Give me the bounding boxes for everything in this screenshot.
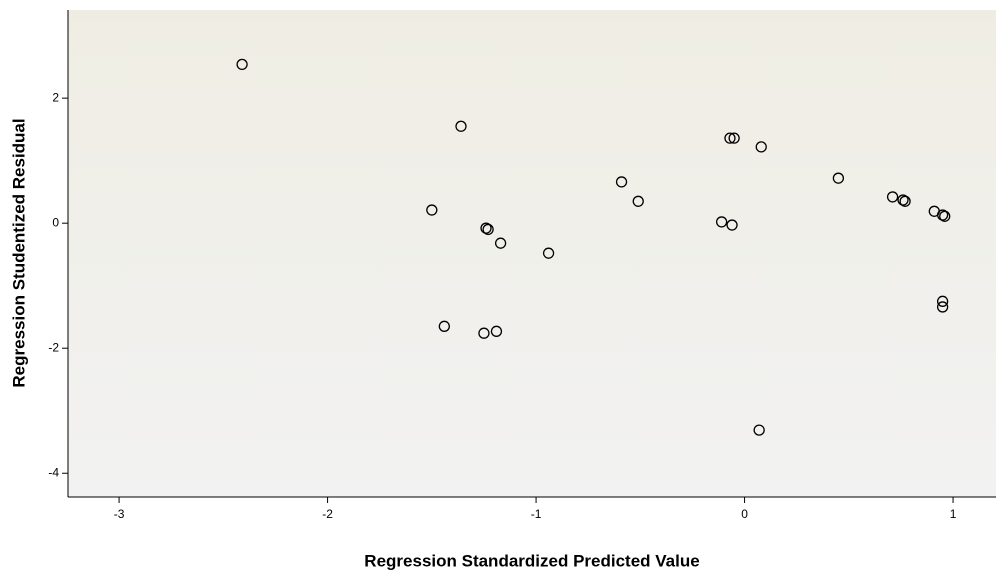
point [542, 247, 555, 259]
x-tick-label: -3 [114, 507, 125, 521]
point [438, 320, 450, 332]
point [490, 325, 503, 337]
point [753, 424, 765, 436]
x-tick-label: -2 [322, 507, 333, 521]
point [936, 295, 949, 307]
point [728, 132, 740, 144]
x-axis-title: Regression Standardized Predicted Value [364, 551, 699, 570]
y-tick-label: 2 [52, 90, 59, 104]
y-tick-label: 0 [52, 215, 59, 229]
point [615, 176, 628, 188]
y-axis-title: Regression Studentized Residual [9, 118, 28, 387]
point [936, 301, 949, 313]
point [482, 223, 494, 236]
point [455, 120, 467, 132]
point [715, 216, 728, 228]
x-tick-label: -1 [531, 507, 542, 521]
point [755, 141, 767, 153]
plot-area [68, 10, 996, 497]
point [236, 58, 248, 71]
x-tick-label: 0 [741, 507, 748, 521]
point [936, 209, 949, 221]
y-tick-label: -4 [48, 465, 59, 479]
point [886, 191, 899, 203]
x-tick-label: 1 [950, 507, 957, 521]
point [726, 219, 738, 231]
point [494, 237, 507, 249]
point [426, 204, 438, 216]
point [724, 132, 736, 144]
point [939, 210, 951, 222]
point [632, 195, 644, 207]
y-tick-label: -2 [48, 340, 59, 354]
point [897, 194, 909, 206]
point [480, 222, 492, 234]
point [899, 195, 911, 207]
point [478, 327, 490, 339]
point [832, 172, 845, 184]
